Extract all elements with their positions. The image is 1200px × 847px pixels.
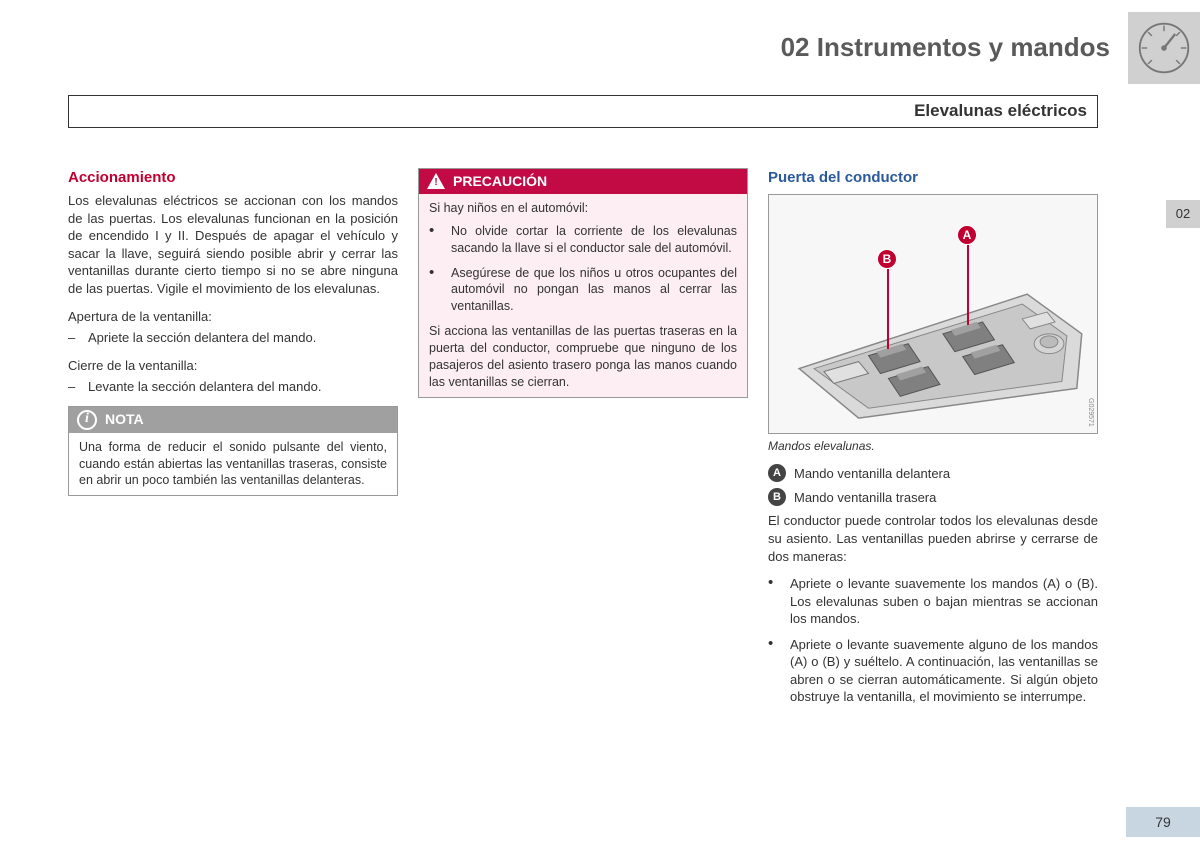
- para-conductor: El conductor puede controlar todos los e…: [768, 512, 1098, 565]
- heading-puerta: Puerta del conductor: [768, 168, 1098, 188]
- open-label: Apertura de la ventanilla:: [68, 308, 398, 326]
- figure-code: G029571: [1086, 398, 1095, 427]
- nota-header: i NOTA: [69, 407, 397, 433]
- section-title: Elevalunas eléctricos: [914, 101, 1087, 120]
- window-controls-figure: A B G029571: [768, 194, 1098, 434]
- para-accionamiento: Los elevalunas eléctricos se accionan co…: [68, 192, 398, 297]
- open-list: –Apriete la sección delantera del mando.: [68, 329, 398, 347]
- legend-badge-a: A: [768, 464, 786, 482]
- side-tab: 02: [1166, 200, 1200, 228]
- precaucion-callout: PRECAUCIÓN Si hay niños en el automóvil:…: [418, 168, 748, 398]
- column-3: Puerta del conductor: [768, 168, 1098, 714]
- warning-icon: [427, 173, 445, 189]
- legend-badge-b: B: [768, 488, 786, 506]
- legend-a: A Mando ventanilla delantera: [768, 464, 1098, 482]
- column-2: PRECAUCIÓN Si hay niños en el automóvil:…: [418, 168, 748, 714]
- control-panel-illustration: [769, 195, 1097, 433]
- figure-caption: Mandos elevalunas.: [768, 438, 1098, 454]
- chapter-title: 02 Instrumentos y mandos: [781, 30, 1110, 65]
- info-icon: i: [77, 410, 97, 430]
- page-number: 79: [1126, 807, 1200, 837]
- column-1: Accionamiento Los elevalunas eléctricos …: [68, 168, 398, 714]
- heading-accionamiento: Accionamiento: [68, 168, 398, 188]
- close-label: Cierre de la ventanilla:: [68, 357, 398, 375]
- legend-b: B Mando ventanilla trasera: [768, 488, 1098, 506]
- precaucion-body: Si hay niños en el automóvil: •No olvide…: [419, 194, 747, 397]
- gauge-icon: [1128, 12, 1200, 84]
- operation-modes: •Apriete o levante suavemente los mandos…: [768, 575, 1098, 706]
- section-title-box: Elevalunas eléctricos: [68, 95, 1098, 128]
- nota-body: Una forma de reducir el sonido pulsante …: [69, 433, 397, 496]
- chapter-header: 02 Instrumentos y mandos: [70, 12, 1200, 84]
- precaucion-header: PRECAUCIÓN: [419, 169, 747, 194]
- close-list: –Levante la sección delantera del mando.: [68, 378, 398, 396]
- content-columns: Accionamiento Los elevalunas eléctricos …: [68, 168, 1103, 714]
- nota-callout: i NOTA Una forma de reducir el sonido pu…: [68, 406, 398, 497]
